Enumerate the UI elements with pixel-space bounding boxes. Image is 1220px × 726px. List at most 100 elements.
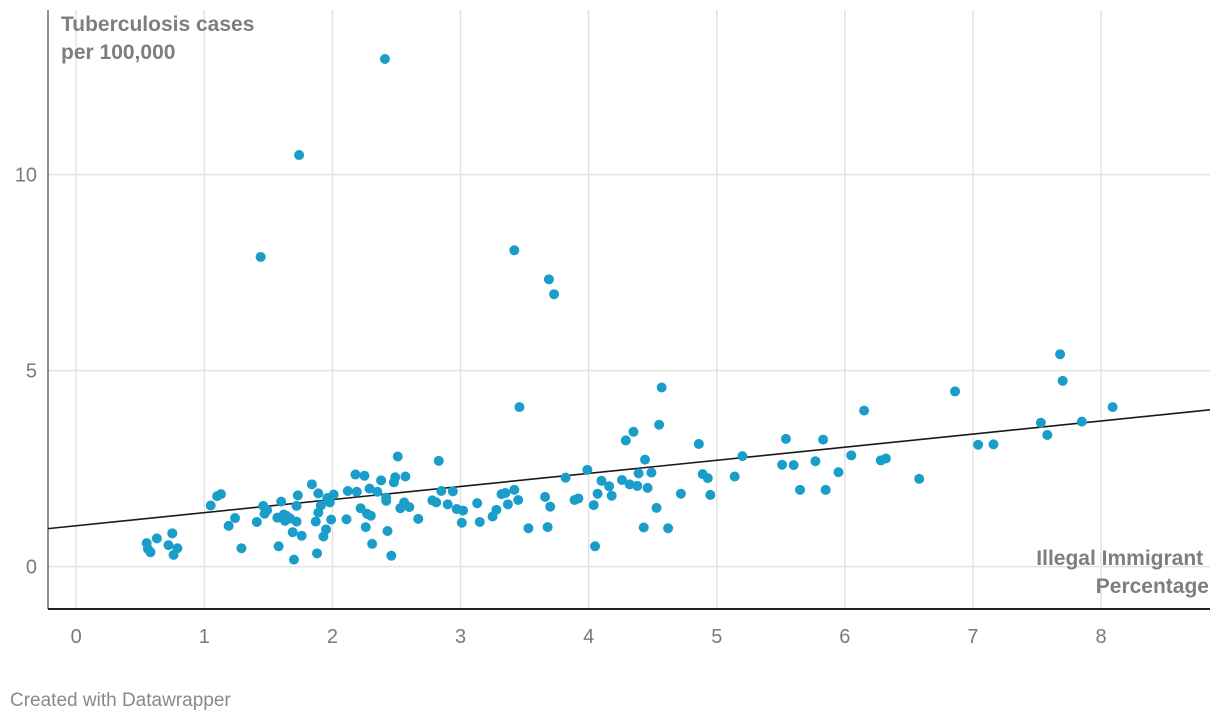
x-tick-labels: 0 1 2 3 4 5 6 7 8 <box>71 626 1107 648</box>
data-point <box>1107 402 1118 413</box>
data-point <box>291 516 302 527</box>
data-point <box>215 489 226 500</box>
data-point <box>306 479 317 490</box>
x-tick-label: 0 <box>71 626 82 648</box>
data-point <box>654 419 665 430</box>
data-point <box>273 541 284 552</box>
y-tick-label: 10 <box>15 165 37 187</box>
data-point <box>251 516 262 527</box>
data-point <box>663 523 674 534</box>
data-point <box>360 522 371 533</box>
data-point <box>392 451 403 462</box>
data-point <box>276 496 287 507</box>
data-point <box>472 498 483 509</box>
data-point <box>342 486 353 497</box>
data-point <box>795 484 806 495</box>
data-point <box>386 550 397 561</box>
data-point <box>582 464 593 475</box>
data-point <box>379 54 390 65</box>
data-point <box>431 497 442 508</box>
data-point <box>324 497 335 508</box>
data-point <box>514 402 525 413</box>
data-point <box>145 547 156 558</box>
x-tick-label: 4 <box>583 626 594 648</box>
data-point <box>604 481 615 492</box>
data-point <box>777 459 788 470</box>
y-axis-title-line-2: per 100,000 <box>61 41 175 64</box>
data-point <box>372 486 383 497</box>
data-point <box>151 533 162 544</box>
data-point <box>588 500 599 511</box>
data-point <box>1035 417 1046 428</box>
data-point <box>702 473 713 484</box>
data-point <box>400 471 411 482</box>
data-point <box>675 488 686 499</box>
x-tick-label: 7 <box>967 626 978 648</box>
data-points <box>141 54 1118 565</box>
y-axis-title: Tuberculosis cases per 100,000 <box>61 13 260 64</box>
data-point <box>988 439 999 450</box>
data-point <box>523 523 534 534</box>
data-point <box>205 500 216 511</box>
y-tick-labels: 0 5 10 <box>15 165 37 579</box>
data-point <box>788 460 799 471</box>
x-tick-label: 3 <box>455 626 466 648</box>
data-point <box>341 514 352 525</box>
data-point <box>914 473 925 484</box>
data-point <box>172 543 183 554</box>
data-point <box>846 450 857 461</box>
x-tick-label: 6 <box>839 626 850 648</box>
data-point <box>404 502 415 513</box>
data-point <box>413 513 424 524</box>
data-point <box>624 479 635 490</box>
data-point <box>590 541 601 552</box>
data-point <box>381 495 392 506</box>
data-point <box>737 451 748 462</box>
data-point <box>973 439 984 450</box>
data-point <box>542 522 553 533</box>
data-point <box>1057 375 1068 386</box>
x-axis-title: Illegal Immigrant Percentage <box>1036 547 1209 598</box>
data-point <box>642 482 653 493</box>
data-point <box>230 513 241 524</box>
data-point <box>596 475 607 486</box>
data-point <box>646 467 657 478</box>
data-point <box>223 520 234 531</box>
data-point <box>693 438 704 449</box>
data-point <box>255 251 266 262</box>
data-point <box>950 386 961 397</box>
data-point <box>288 554 299 565</box>
x-tick-label: 5 <box>711 626 722 648</box>
data-point <box>640 454 651 465</box>
data-point <box>545 501 556 512</box>
x-tick-label: 2 <box>327 626 338 648</box>
data-point <box>833 467 844 478</box>
data-point <box>818 434 829 445</box>
data-point <box>632 480 643 491</box>
y-tick-label: 5 <box>26 361 37 383</box>
data-point <box>312 548 323 559</box>
data-point <box>509 245 520 256</box>
data-point <box>359 470 370 481</box>
credit-text: Created with Datawrapper <box>10 690 231 711</box>
data-point <box>390 472 401 483</box>
x-axis-title-line-1: Illegal Immigrant <box>1036 547 1203 570</box>
data-point <box>382 525 393 536</box>
data-point <box>509 484 520 495</box>
data-point <box>880 453 891 464</box>
data-point <box>315 500 326 511</box>
data-point <box>705 489 716 500</box>
data-point <box>236 543 247 554</box>
data-point <box>292 490 303 501</box>
data-point <box>656 382 667 393</box>
data-point <box>543 274 554 285</box>
data-point <box>313 488 324 499</box>
data-point <box>620 435 631 446</box>
data-point <box>780 433 791 444</box>
data-point <box>638 522 649 533</box>
trend-line <box>47 409 1211 530</box>
data-point <box>810 456 821 467</box>
data-point <box>1042 429 1053 440</box>
data-point <box>820 484 831 495</box>
